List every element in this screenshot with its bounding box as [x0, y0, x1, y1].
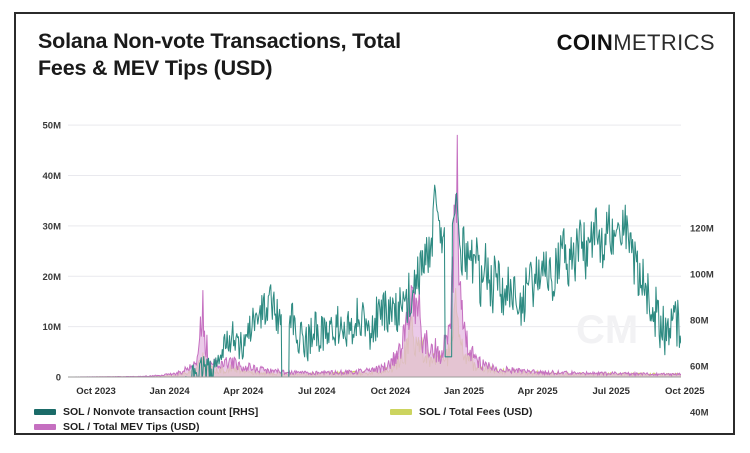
x-axis-tick: Jan 2025 [444, 386, 485, 397]
y-axis-left-ticks: 0 10M 20M 30M 40M 50M [43, 121, 62, 384]
coinmetrics-logo: COINMETRICS [557, 30, 715, 56]
x-axis-tick: Jan 2024 [150, 386, 191, 397]
legend-swatch-total-fees [390, 409, 412, 415]
y-axis-right-tick: 40M [690, 408, 709, 419]
legend-item-total-fees[interactable]: SOL / Total Fees (USD) [390, 406, 532, 418]
legend-item-nonvote-tx[interactable]: SOL / Nonvote transaction count [RHS] [34, 406, 258, 418]
legend-label-mev-tips: SOL / Total MEV Tips (USD) [63, 421, 200, 433]
legend-label-total-fees: SOL / Total Fees (USD) [419, 406, 533, 418]
series-mev-tips [68, 134, 681, 377]
x-axis-tick: Jul 2025 [592, 386, 630, 397]
chart-header: Solana Non-vote Transactions, Total Fees… [16, 14, 733, 88]
x-axis-tick: Apr 2024 [223, 386, 264, 397]
chart-legend: SOL / Nonvote transaction count [RHS] SO… [34, 406, 734, 440]
x-axis-tick: Oct 2023 [76, 386, 116, 397]
logo-text-bold: COIN [556, 30, 614, 55]
x-axis-tick: Jul 2024 [298, 386, 336, 397]
legend-swatch-nonvote-tx [34, 409, 56, 415]
y-axis-left-tick: 40M [43, 171, 62, 182]
x-axis-tick: Oct 2024 [371, 386, 411, 397]
x-axis-ticks: Oct 2023 Jan 2024 Apr 2024 Jul 2024 Oct 2024… [76, 386, 705, 397]
y-axis-left-tick: 20M [43, 272, 62, 283]
x-axis-tick: Oct 2025 [665, 386, 705, 397]
page-title: Solana Non-vote Transactions, Total Fees… [38, 29, 401, 80]
y-axis-left-tick: 30M [43, 221, 62, 232]
x-axis-tick: Apr 2025 [518, 386, 559, 397]
y-axis-right-tick: 60M [690, 362, 709, 373]
logo-text-light: METRICS [613, 30, 715, 55]
watermark: CM [576, 308, 638, 352]
legend-item-mev-tips[interactable]: SOL / Total MEV Tips (USD) [34, 421, 200, 433]
y-axis-right-tick: 120M [690, 224, 714, 235]
y-axis-right-tick: 100M [690, 270, 714, 281]
y-axis-left-tick: 50M [43, 121, 62, 132]
chart-svg: 0 10M 20M 30M 40M 50M 40M 60M 80M 100M 120M Oct 2… [43, 121, 714, 419]
chart-frame: Solana Non-vote Transactions, Total Fees… [14, 12, 735, 435]
gridlines [68, 124, 681, 328]
plot-area: 0 10M 20M 30M 40M 50M 40M 60M 80M 100M 120M Oct 2… [16, 88, 733, 435]
series-nonvote-tx-count [185, 184, 681, 377]
y-axis-right-tick: 80M [690, 316, 709, 327]
legend-swatch-mev-tips [34, 424, 56, 430]
y-axis-right-ticks: 40M 60M 80M 100M 120M [690, 224, 714, 419]
legend-label-nonvote-tx: SOL / Nonvote transaction count [RHS] [63, 406, 259, 418]
y-axis-left-tick: 10M [43, 322, 62, 333]
y-axis-left-tick: 0 [56, 373, 61, 384]
